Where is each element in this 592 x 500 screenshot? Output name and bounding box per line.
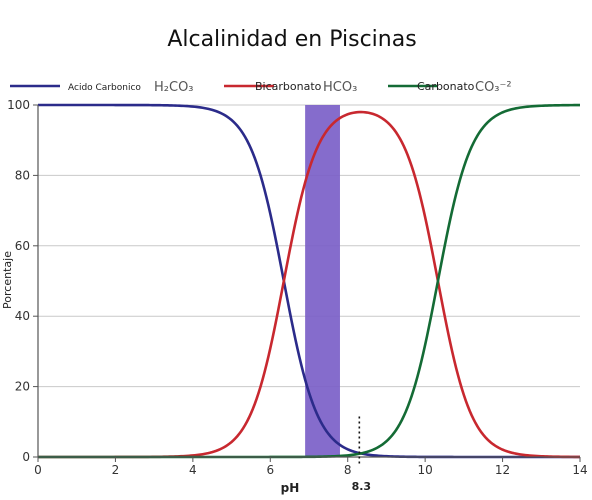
y-tick-label: 0 <box>22 450 30 464</box>
y-tick-label: 60 <box>15 239 30 253</box>
legend-formula: HCO₃ <box>323 80 357 95</box>
y-tick-label: 80 <box>15 168 30 182</box>
x-tick-label: 12 <box>495 463 510 477</box>
annotation-label: 8.3 <box>352 480 372 493</box>
x-tick-label: 10 <box>418 463 433 477</box>
y-tick-label: 20 <box>15 380 30 394</box>
x-tick-label: 2 <box>112 463 120 477</box>
highlight-band-layer <box>305 105 340 457</box>
legend-label: Bicarbonato <box>255 80 322 93</box>
legend-label: Acido Carbonico <box>68 83 141 93</box>
x-tick-label: 4 <box>189 463 197 477</box>
x-tick-label: 8 <box>344 463 352 477</box>
legend: Acido Carbonico H₂CO₃ Bicarbonato HCO₃ Carbo… <box>10 80 512 95</box>
legend-formula: H₂CO₃ <box>154 80 194 95</box>
y-tick-label: 100 <box>7 98 30 112</box>
chart-title: Alcalinidad en Piscinas <box>167 27 416 52</box>
x-tick-label: 14 <box>572 463 587 477</box>
highlight-band <box>305 105 340 457</box>
x-tick-label: 6 <box>266 463 274 477</box>
x-tick-label: 0 <box>34 463 42 477</box>
legend-formula: CO₃⁻² <box>475 80 512 95</box>
y-tick-label: 40 <box>15 309 30 323</box>
x-axis-label: pH <box>281 481 300 495</box>
y-axis-label: Porcentaje <box>1 251 14 309</box>
legend-label: Carbonato <box>417 80 475 93</box>
axes-layer: 0 2 4 6 8 10 12 14 0 20 40 60 80 100 8.3 <box>7 98 588 493</box>
